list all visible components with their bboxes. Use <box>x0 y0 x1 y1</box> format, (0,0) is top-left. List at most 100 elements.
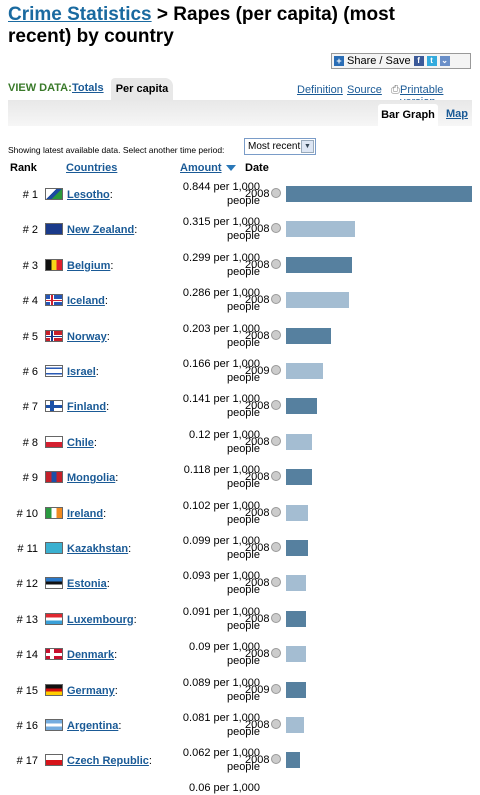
clock-icon[interactable] <box>271 294 281 305</box>
definition-link[interactable]: Definition <box>297 84 343 96</box>
source-link[interactable]: Source <box>347 84 382 96</box>
table-row: # 16 Argentina: 0.081 per 1,000 people 2… <box>0 711 480 746</box>
country-link[interactable]: Germany <box>67 684 115 697</box>
rank-cell: # 14 <box>16 649 38 662</box>
country-cell: Estonia: <box>67 578 110 591</box>
share-save-button[interactable]: + Share / Save f t ⌄ <box>331 53 471 69</box>
value-bar <box>286 646 306 663</box>
table-row: # 9 Mongolia: 0.118 per 1,000 people 200… <box>0 463 480 498</box>
crime-statistics-link[interactable]: Crime Statistics <box>8 4 152 25</box>
country-link[interactable]: Lesotho <box>67 189 110 201</box>
country-link[interactable]: Ireland <box>67 507 104 520</box>
date-cell: 2008 <box>245 612 270 625</box>
rank-cell: # 7 <box>22 401 38 414</box>
country-link[interactable]: Argentina <box>67 720 119 732</box>
rank-cell: # 17 <box>16 755 38 768</box>
country-link[interactable]: Mongolia <box>67 472 116 485</box>
israel-flag-icon <box>45 365 63 377</box>
luxembourg-flag-icon <box>45 612 63 625</box>
amount-cell: 0.09 per 1,000 people <box>150 640 260 668</box>
ireland-flag-icon <box>45 506 63 519</box>
clock-icon[interactable] <box>271 365 281 375</box>
tab-totals[interactable]: Totals <box>72 82 104 94</box>
country-link[interactable]: Iceland <box>67 295 105 308</box>
amount-value: 0.089 per 1,000 <box>182 676 260 689</box>
view-data-label: VIEW DATA: <box>8 82 72 94</box>
amount-unit: people <box>226 407 260 420</box>
clock-icon[interactable] <box>271 719 281 729</box>
facebook-icon[interactable]: f <box>413 56 424 66</box>
period-select-value: Most recent <box>248 141 301 152</box>
amount-value: 0.141 per 1,000 <box>182 393 260 406</box>
new-zealand-flag-icon <box>45 223 63 236</box>
clock-icon[interactable] <box>271 329 281 340</box>
tab-bar-graph[interactable]: Bar Graph <box>378 104 438 126</box>
amount-value: 0.081 per 1,000 <box>182 712 260 724</box>
country-cell: Ireland: <box>67 507 107 520</box>
amount-value: 0.12 per 1,000 <box>189 428 260 441</box>
table-row: # 1 Lesotho: 0.844 per 1,000 people 2008 <box>0 180 480 215</box>
twitter-icon[interactable]: t <box>426 56 437 66</box>
country-link[interactable]: Belgium <box>67 259 111 272</box>
clock-icon[interactable] <box>271 683 281 694</box>
more-icon[interactable]: ⌄ <box>439 56 450 66</box>
rank-cell: # 2 <box>22 224 38 237</box>
rank-cell: # 8 <box>22 436 38 449</box>
value-bar <box>286 504 308 521</box>
amount-value: 0.203 per 1,000 <box>182 322 260 335</box>
country-link[interactable]: Israel <box>67 366 96 378</box>
tab-map[interactable]: Map <box>446 108 468 120</box>
country-link[interactable]: Estonia <box>67 578 107 591</box>
period-select[interactable]: Most recent ▼ <box>244 138 316 155</box>
table-row: # 15 Germany: 0.089 per 1,000 people 200… <box>0 676 480 711</box>
estonia-flag-icon <box>45 577 63 590</box>
country-link[interactable]: Denmark <box>67 649 115 662</box>
clock-icon[interactable] <box>271 648 281 659</box>
amount-unit: people <box>226 761 260 774</box>
value-bar <box>286 221 355 238</box>
norway-flag-icon <box>45 329 63 342</box>
country-link[interactable]: Kazakhstan <box>67 543 129 555</box>
amount-header-wrap[interactable]: Amount <box>180 162 236 174</box>
clock-icon[interactable] <box>271 258 281 269</box>
table-row: # 14 Denmark: 0.09 per 1,000 people 2008 <box>0 640 480 675</box>
value-bar <box>286 256 352 273</box>
country-link[interactable]: Finland <box>67 401 107 414</box>
amount-cell: 0.141 per 1,000 people <box>150 392 260 420</box>
country-link[interactable]: Luxembourg <box>67 613 134 626</box>
amount-value: 0.166 per 1,000 <box>182 358 260 370</box>
country-link[interactable]: New Zealand <box>67 224 135 237</box>
amount-unit: people <box>226 265 260 278</box>
clock-icon[interactable] <box>271 471 281 482</box>
date-cell: 2008 <box>245 648 270 661</box>
table-row: # 11 Kazakhstan: 0.099 per 1,000 people … <box>0 534 480 569</box>
country-link[interactable]: Chile <box>67 436 94 449</box>
country-cell: Chile: <box>67 436 97 449</box>
amount-cell: 0.099 per 1,000 people <box>150 534 260 562</box>
amount-header[interactable]: Amount <box>180 162 222 174</box>
date-cell: 2009 <box>245 365 270 377</box>
amount-unit: people <box>226 195 260 207</box>
mongolia-flag-icon <box>45 471 63 484</box>
tab-per-capita[interactable]: Per capita <box>111 78 173 100</box>
rank-cell: # 16 <box>16 720 38 732</box>
clock-icon[interactable] <box>271 188 281 198</box>
country-link[interactable]: Czech Republic <box>67 755 149 768</box>
date-cell: 2008 <box>245 400 270 413</box>
clock-icon[interactable] <box>271 506 281 517</box>
amount-unit: people <box>226 230 260 243</box>
clock-icon[interactable] <box>271 612 281 623</box>
country-cell: Israel: <box>67 366 99 378</box>
clock-icon[interactable] <box>271 223 281 234</box>
countries-header[interactable]: Countries <box>66 162 118 174</box>
country-link[interactable]: Norway <box>67 330 107 343</box>
clock-icon[interactable] <box>271 577 281 588</box>
amount-cell: 0.102 per 1,000 people <box>150 499 260 527</box>
clock-icon[interactable] <box>271 400 281 411</box>
country-cell: Belgium: <box>67 259 114 272</box>
lesotho-flag-icon <box>45 188 63 200</box>
clock-icon[interactable] <box>271 542 281 552</box>
clock-icon[interactable] <box>271 435 281 446</box>
country-cell: Lesotho: <box>67 189 113 201</box>
clock-icon[interactable] <box>271 754 281 765</box>
